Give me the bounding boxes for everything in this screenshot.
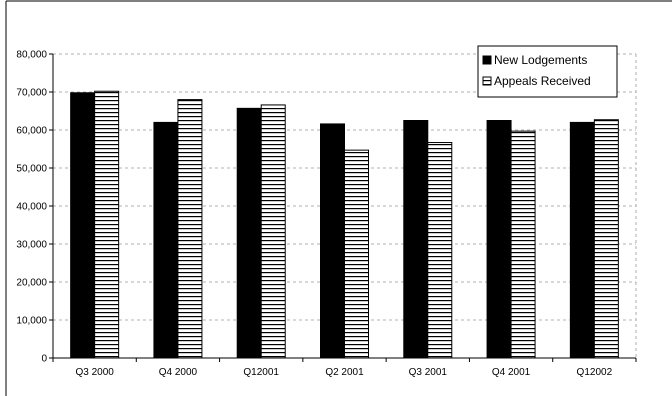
y-tick-label: 70,000 (16, 88, 47, 99)
x-tick-label: Q4 2001 (492, 367, 531, 378)
bar-new-lodgements (486, 120, 512, 359)
legend-box (477, 45, 618, 98)
bar-new-lodgements (569, 121, 595, 359)
bar-new-lodgements (70, 92, 96, 359)
bar-appeals-received (427, 142, 453, 359)
bar-new-lodgements (236, 107, 262, 359)
legend-swatch-appeals-received (482, 76, 492, 86)
y-tick-label: 20,000 (16, 278, 47, 289)
bar-new-lodgements (403, 120, 429, 359)
y-tick-label: 10,000 (16, 316, 47, 327)
x-tick-label: Q12001 (243, 367, 279, 378)
y-tick-label: 30,000 (16, 240, 47, 251)
bar-appeals-received (94, 90, 120, 359)
legend: New Lodgements Appeals Received (477, 45, 618, 98)
legend-label-appeals-received: Appeals Received (494, 74, 591, 88)
y-tick-label: 60,000 (16, 126, 47, 137)
y-tick-label: 50,000 (16, 164, 47, 175)
y-tick-label: 80,000 (16, 50, 47, 61)
bar-appeals-received (260, 104, 286, 359)
legend-label-new-lodgements: New Lodgements (494, 53, 587, 67)
bar-new-lodgements (153, 121, 179, 359)
legend-swatch-new-lodgements (482, 55, 492, 65)
bar-appeals-received (593, 119, 619, 359)
x-tick-label: Q2 2001 (325, 367, 364, 378)
bar-appeals-received (510, 130, 536, 359)
bar-appeals-received (177, 99, 203, 359)
bar-appeals-received (344, 149, 369, 359)
bar-new-lodgements (320, 123, 345, 359)
plot-area: 0 10,000 20,000 30,000 40,000 50,000 60,000 70,… (16, 50, 637, 378)
y-tick-label: 0 (41, 354, 47, 365)
y-tick-label: 40,000 (16, 202, 47, 213)
x-tick-label: Q3 2001 (409, 367, 448, 378)
x-tick-label: Q12002 (577, 367, 613, 378)
x-tick-label: Q4 2000 (159, 367, 198, 378)
x-tick-label: Q3 2000 (75, 367, 114, 378)
